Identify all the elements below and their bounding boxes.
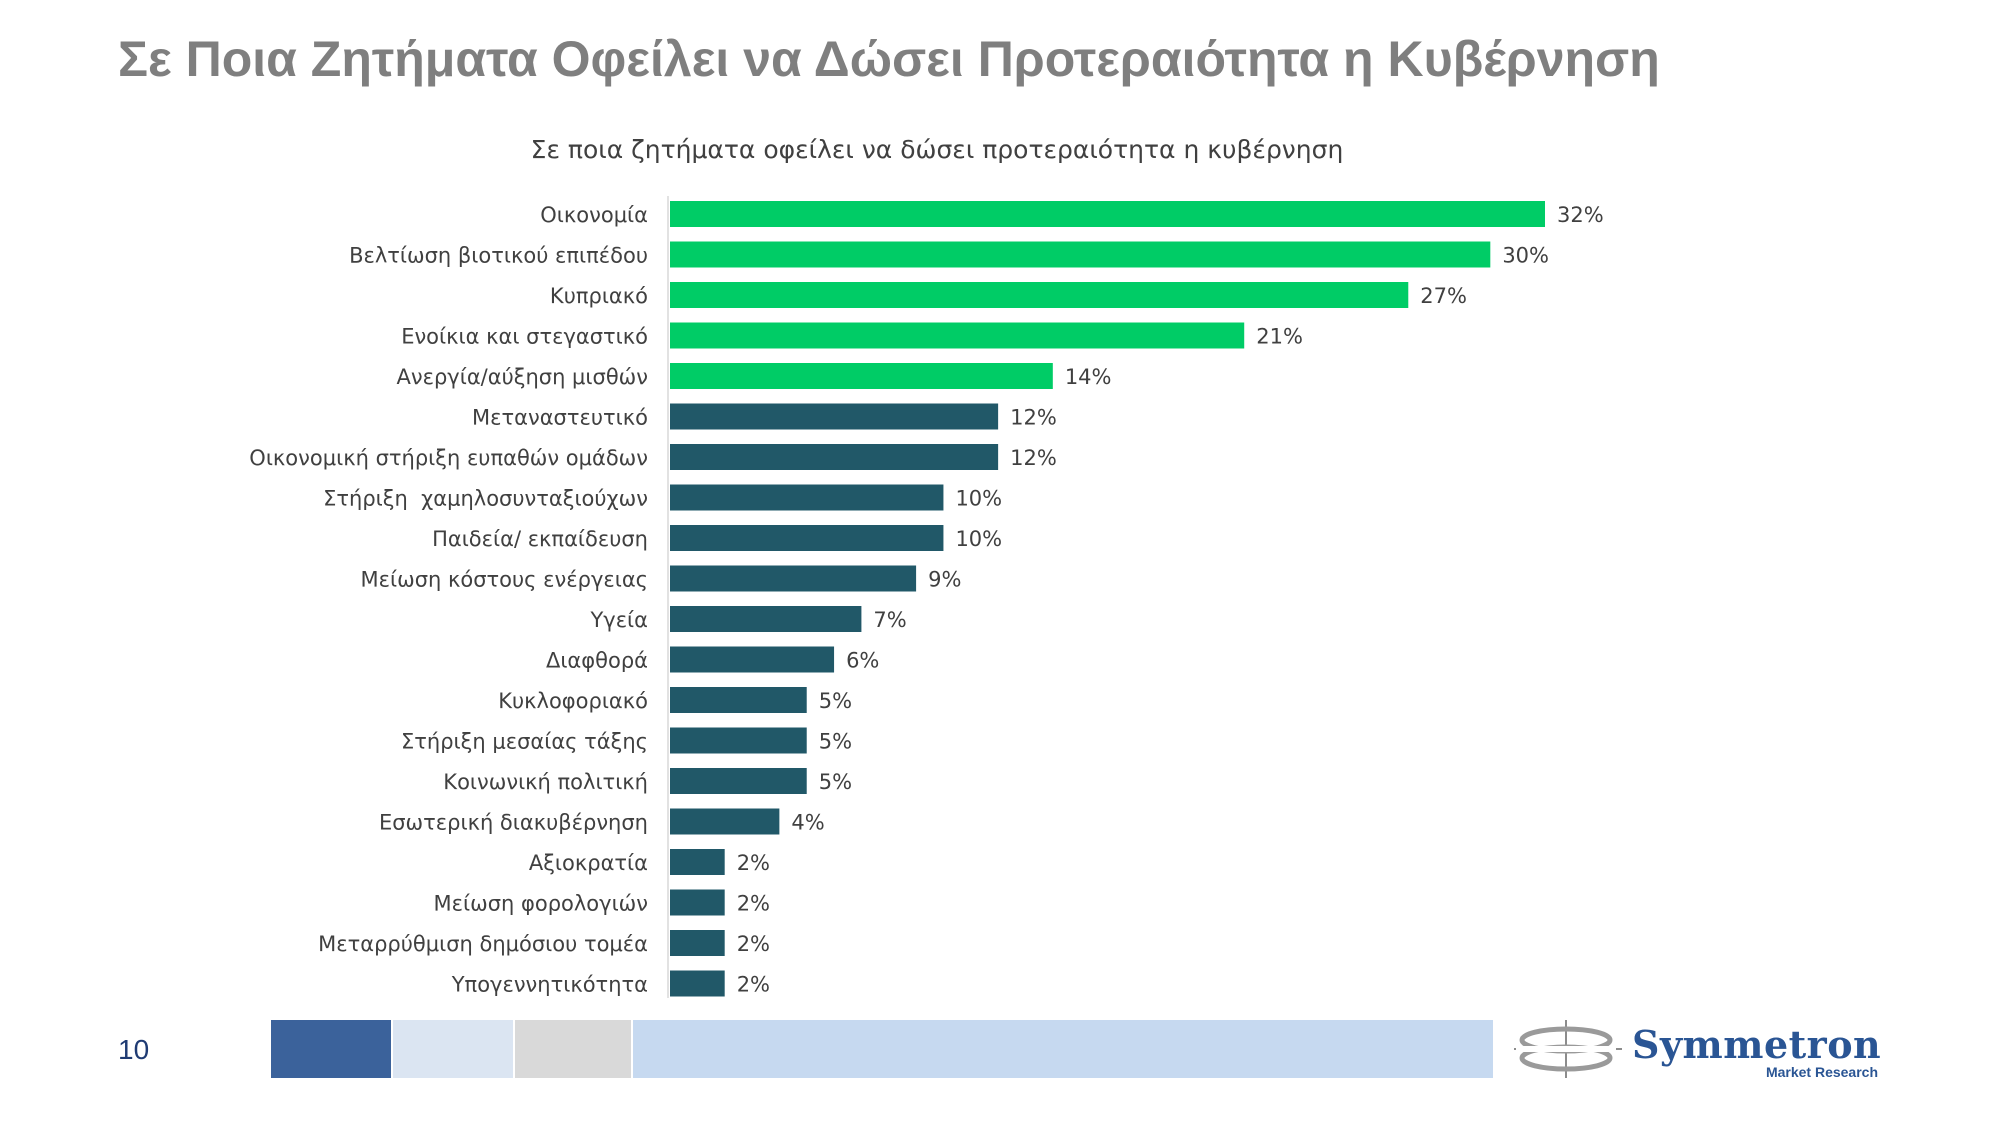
category-label: Υγεία — [589, 608, 648, 632]
data-label: 2% — [737, 892, 770, 916]
category-label: Στήριξη χαμηλοσυνταξιούχων — [323, 487, 648, 511]
logo-subtitle: Market Research — [1765, 1064, 1878, 1080]
data-label: 2% — [737, 851, 770, 875]
category-label: Οικονομία — [540, 203, 648, 227]
data-label: 12% — [1010, 406, 1057, 430]
data-label: 9% — [928, 568, 961, 592]
category-label: Βελτίωση βιοτικού επιπέδου — [349, 244, 648, 268]
data-label: 10% — [955, 527, 1002, 551]
data-label: 30% — [1502, 244, 1549, 268]
category-label: Εσωτερική διακυβέρνηση — [379, 811, 648, 835]
data-label: 5% — [819, 730, 852, 754]
data-label: 7% — [873, 608, 906, 632]
data-label: 27% — [1420, 284, 1467, 308]
bars-group: Οικονομία 32% Βελτίωση βιοτικού επιπέδου 30… — [249, 201, 1604, 997]
data-label: 10% — [955, 487, 1002, 511]
footer-block-4 — [633, 1020, 1493, 1078]
category-label: Παιδεία/ εκπαίδευση — [432, 527, 648, 551]
category-label: Στήριξη μεσαίας τάξης — [401, 730, 648, 754]
bar — [670, 970, 725, 997]
data-label: 6% — [846, 649, 879, 673]
bar — [670, 403, 999, 430]
bar — [670, 606, 862, 632]
data-label: 2% — [737, 973, 770, 997]
data-label: 5% — [819, 689, 852, 713]
category-label: Διαφθορά — [546, 649, 648, 673]
slide-title: Σε Ποια Ζητήματα Οφείλει να Δώσει Προτερ… — [118, 31, 1660, 87]
category-label: Ενοίκια και στεγαστικό — [401, 325, 648, 349]
bar — [670, 525, 944, 551]
category-label: Αξιοκρατία — [529, 851, 648, 875]
category-label: Κοινωνική πολιτική — [443, 770, 648, 794]
page-number: 10 — [118, 1034, 150, 1065]
chart-title: Σε ποια ζητήματα οφείλει να δώσει προτερ… — [531, 135, 1344, 164]
footer-block-2 — [393, 1020, 513, 1078]
footer-block-3 — [515, 1020, 631, 1078]
data-label: 2% — [737, 932, 770, 956]
category-label: Οικονομική στήριξη ευπαθών ομάδων — [249, 446, 648, 470]
data-label: 14% — [1065, 365, 1112, 389]
data-label: 21% — [1256, 325, 1303, 349]
bar — [670, 849, 725, 875]
category-label: Κυκλοφοριακό — [498, 689, 648, 713]
data-label: 4% — [791, 811, 824, 835]
bar — [670, 282, 1409, 308]
bar — [670, 363, 1053, 389]
bar — [670, 565, 917, 592]
bar — [670, 241, 1491, 268]
category-label: Μείωση κόστους ενέργειας — [361, 568, 648, 592]
swirl-logo-icon — [1514, 1020, 1622, 1078]
category-label: Κυπριακό — [550, 284, 648, 308]
category-label: Μείωση φορολογιών — [434, 892, 648, 916]
bar-chart: Σε ποια ζητήματα οφείλει να δώσει προτερ… — [249, 135, 1604, 998]
data-label: 5% — [819, 770, 852, 794]
bar — [670, 808, 780, 835]
bar — [670, 727, 807, 754]
data-label: 32% — [1557, 203, 1604, 227]
category-label: Μεταρρύθμιση δημόσιου τομέα — [318, 932, 648, 956]
category-label: Ανεργία/αύξηση μισθών — [397, 365, 648, 389]
bar — [670, 930, 725, 956]
category-label: Υπογεννητικότητα — [451, 973, 648, 997]
footer-block-1 — [271, 1020, 391, 1078]
bar — [670, 687, 807, 713]
bar — [670, 484, 944, 511]
bar — [670, 444, 999, 470]
bar — [670, 646, 835, 673]
bar — [670, 768, 807, 794]
symmetron-logo: Symmetron Market Research — [1510, 1016, 1890, 1082]
bar — [670, 889, 725, 916]
bar — [670, 201, 1545, 227]
data-label: 12% — [1010, 446, 1057, 470]
bar — [670, 322, 1245, 349]
logo-wordmark: Symmetron — [1632, 1022, 1882, 1067]
category-label: Μεταναστευτικό — [472, 406, 648, 430]
